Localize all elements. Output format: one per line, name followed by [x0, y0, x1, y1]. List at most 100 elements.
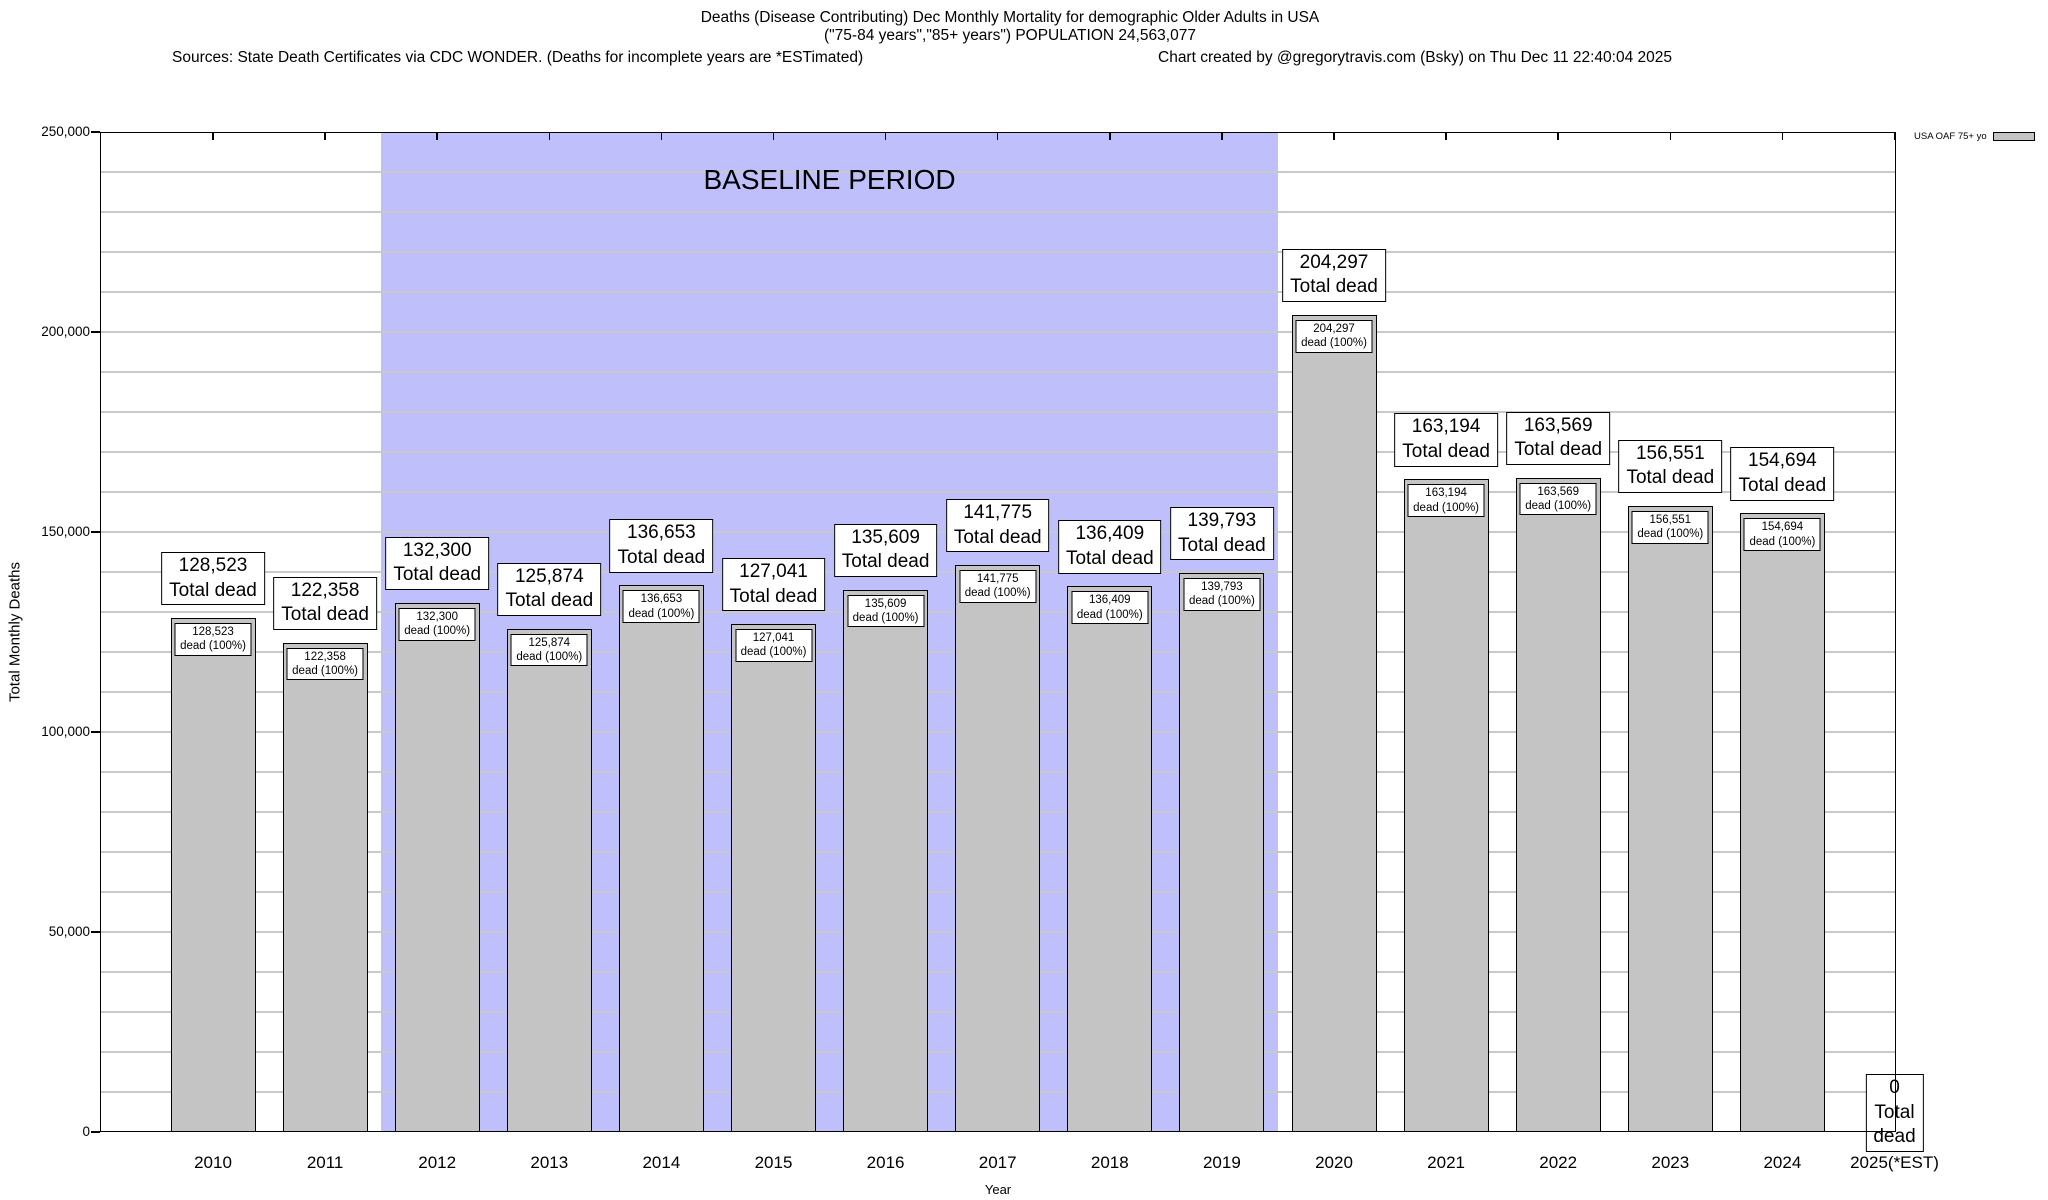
y-tick	[91, 531, 100, 533]
bar-inner-label: 136,653 dead (100%)	[622, 590, 700, 624]
x-tick-label: 2020	[1315, 1153, 1353, 1172]
x-top-tick	[1109, 132, 1111, 140]
bar-inner-label: 135,609 dead (100%)	[847, 594, 925, 628]
gridline	[100, 211, 1896, 213]
bar-outer-label: 163,569 Total dead	[1506, 411, 1611, 466]
bar-inner-label: 136,409 dead (100%)	[1071, 591, 1149, 625]
x-top-tick	[660, 132, 663, 140]
bar-inner-label: 141,775 dead (100%)	[959, 569, 1037, 603]
bar	[731, 623, 816, 1132]
bar	[1403, 479, 1489, 1132]
bar	[618, 585, 704, 1132]
bar-inner-label: 163,194 dead (100%)	[1407, 484, 1485, 517]
bar-inner-label: 132,300 dead (100%)	[398, 607, 476, 641]
y-tick	[91, 1131, 100, 1133]
x-tick-label: 2011	[306, 1153, 344, 1172]
bar	[1067, 586, 1153, 1132]
x-tick-label: 2015	[754, 1153, 793, 1172]
gridline	[100, 171, 1896, 173]
x-tick-label: 2018	[1090, 1153, 1129, 1172]
bar-outer-label: 135,609 Total dead	[833, 523, 938, 577]
bar-inner-label: 125,874 dead (100%)	[510, 633, 588, 667]
y-tick-label: 50,000	[48, 924, 90, 939]
x-tick-label: 2021	[1427, 1153, 1466, 1172]
bar	[394, 602, 480, 1132]
gridline	[100, 491, 1896, 493]
bar-inner-label: 128,523 dead (100%)	[174, 622, 252, 656]
x-top-tick	[1221, 132, 1223, 140]
bar-inner-label: 127,041 dead (100%)	[735, 628, 812, 662]
bar-outer-label: 128,523 Total dead	[161, 551, 265, 606]
bar-outer-label: 125,874 Total dead	[497, 562, 602, 616]
y-tick-label: 100,000	[41, 724, 90, 739]
gridline	[100, 451, 1896, 453]
bar	[1291, 314, 1377, 1132]
y-tick-label: 150,000	[41, 524, 90, 539]
legend-swatch-icon	[1992, 132, 2035, 141]
bar-inner-label: 163,569 dead (100%)	[1519, 482, 1597, 516]
x-top-tick	[1669, 132, 1672, 140]
bar-outer-label: 163,194 Total dead	[1394, 413, 1498, 467]
x-tick-label: 2013	[530, 1153, 569, 1172]
bar	[170, 617, 256, 1132]
y-tick	[91, 131, 100, 133]
x-top-tick	[884, 132, 887, 140]
x-top-tick	[1557, 132, 1559, 140]
x-tick-label: 2012	[418, 1153, 457, 1172]
gridline	[100, 251, 1896, 253]
y-tick	[91, 331, 100, 333]
x-tick-label: 2014	[642, 1153, 681, 1172]
bar-outer-label: 204,297 Total dead	[1282, 248, 1386, 303]
y-axis-title: Total Monthly Deaths	[6, 561, 24, 703]
legend-label: USA OAF 75+ yo	[1914, 131, 1987, 142]
x-top-tick	[548, 132, 551, 140]
bar	[843, 589, 929, 1132]
bar-outer-label: 122,358 Total dead	[273, 576, 377, 630]
gridline	[100, 291, 1896, 293]
x-top-tick	[1893, 132, 1896, 140]
bar-outer-label: 136,409 Total dead	[1057, 520, 1162, 574]
x-tick-label: 2023	[1651, 1153, 1690, 1172]
x-top-tick	[1333, 132, 1335, 140]
chart-title-line2: ("75-84 years","85+ years") POPULATION 2…	[824, 27, 1196, 44]
bar-outer-label: 139,793 Total dead	[1170, 506, 1274, 561]
bar-inner-label: 204,297 dead (100%)	[1295, 319, 1373, 353]
bar-outer-label: 136,653 Total dead	[609, 519, 714, 573]
x-tick-label: 2017	[978, 1153, 1017, 1172]
legend: USA OAF 75+ yo	[1914, 131, 2035, 142]
gridline	[100, 371, 1896, 373]
x-top-tick	[324, 132, 326, 140]
bar-outer-label: 132,300 Total dead	[385, 536, 490, 591]
x-top-tick	[212, 132, 214, 140]
x-axis-title: Year	[984, 1182, 1012, 1197]
y-tick	[91, 731, 100, 733]
x-top-tick	[996, 132, 999, 140]
baseline-period-label: BASELINE PERIOD	[703, 164, 956, 195]
chart-title-line1: Deaths (Disease Contributing) Dec Monthl…	[700, 9, 1320, 26]
bar	[1179, 572, 1265, 1132]
bar	[1627, 505, 1713, 1132]
x-tick-label: 2022	[1539, 1153, 1578, 1172]
gridline	[100, 411, 1896, 413]
x-tick-label: 2025(*EST)	[1850, 1153, 1939, 1172]
y-tick-label: 200,000	[41, 324, 90, 339]
bar-outer-label: 156,551 Total dead	[1618, 439, 1723, 494]
gridline	[100, 331, 1896, 333]
x-tick-label: 2016	[866, 1153, 905, 1172]
bar-outer-label: 154,694 Total dead	[1730, 447, 1835, 501]
y-tick-label: 0	[82, 1124, 90, 1139]
bar-outer-label: 0 Total dead	[1865, 1074, 1924, 1153]
plot-area: BASELINE PERIOD 128,523 dead (100%) 128,52…	[91, 131, 1924, 1153]
y-tick-label: 250,000	[41, 124, 90, 139]
x-tick-label: 2010	[194, 1153, 232, 1172]
y-tick	[91, 931, 100, 933]
bar	[1739, 513, 1825, 1132]
credit-note: Chart created by @gregorytravis.com (Bsk…	[1158, 49, 1672, 66]
bar-inner-label: 139,793 dead (100%)	[1183, 577, 1261, 611]
x-tick-label: 2019	[1202, 1153, 1241, 1172]
x-tick-label: 2024	[1763, 1153, 1802, 1172]
bar-outer-label: 141,775 Total dead	[945, 498, 1050, 553]
bar	[282, 642, 368, 1132]
x-top-tick	[436, 132, 438, 140]
